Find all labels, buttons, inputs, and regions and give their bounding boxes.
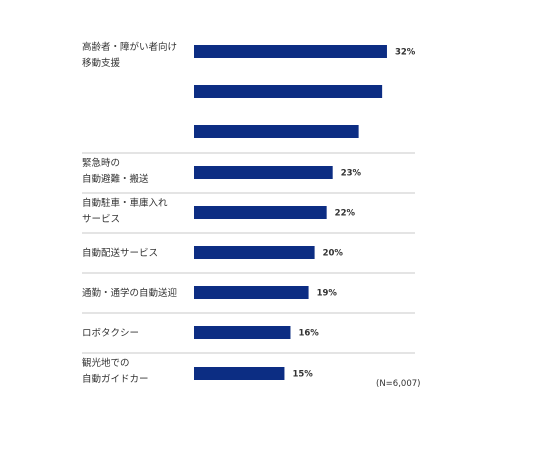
category-label: 自動避難・搬送 — [82, 173, 149, 185]
bar — [194, 326, 291, 339]
category-label: 通勤・通学の自動送迎 — [82, 287, 178, 299]
value-label: 22% — [335, 209, 356, 219]
category-label: 自動配送サービス — [82, 247, 158, 259]
bar — [194, 246, 315, 259]
value-labels: 32% 23% 22% 20% 19% 16% 15% — [292, 48, 415, 380]
category-label: ロボタクシー — [82, 328, 139, 339]
bars — [194, 45, 387, 380]
value-label: 15% — [292, 370, 313, 380]
category-label: 観光地での — [82, 357, 130, 369]
value-label: 32% — [395, 48, 416, 58]
category-label: 自動駐車・車庫入れ — [82, 197, 168, 209]
separators — [82, 152, 415, 354]
category-labels: 高齢者・障がい者向け移動支援緊急時の自動避難・搬送自動駐車・車庫入れサービス自動… — [82, 41, 178, 385]
category-label: 移動支援 — [82, 57, 121, 69]
bar — [194, 85, 383, 98]
value-label: 19% — [317, 289, 338, 299]
value-label: 16% — [298, 329, 319, 339]
value-label: 23% — [341, 169, 362, 179]
category-label: 緊急時の — [82, 157, 120, 169]
category-label: 自動ガイドカー — [82, 373, 149, 385]
bar — [194, 286, 309, 299]
bar — [194, 206, 327, 219]
bar — [194, 125, 359, 138]
category-label: 高齢者・障がい者向け — [82, 41, 177, 53]
category-label: サービス — [82, 214, 120, 225]
value-label: 20% — [323, 249, 344, 259]
bar — [194, 367, 285, 380]
sample-size-note: (N=6,007) — [376, 379, 420, 389]
bar — [194, 45, 387, 58]
bar — [194, 166, 333, 179]
